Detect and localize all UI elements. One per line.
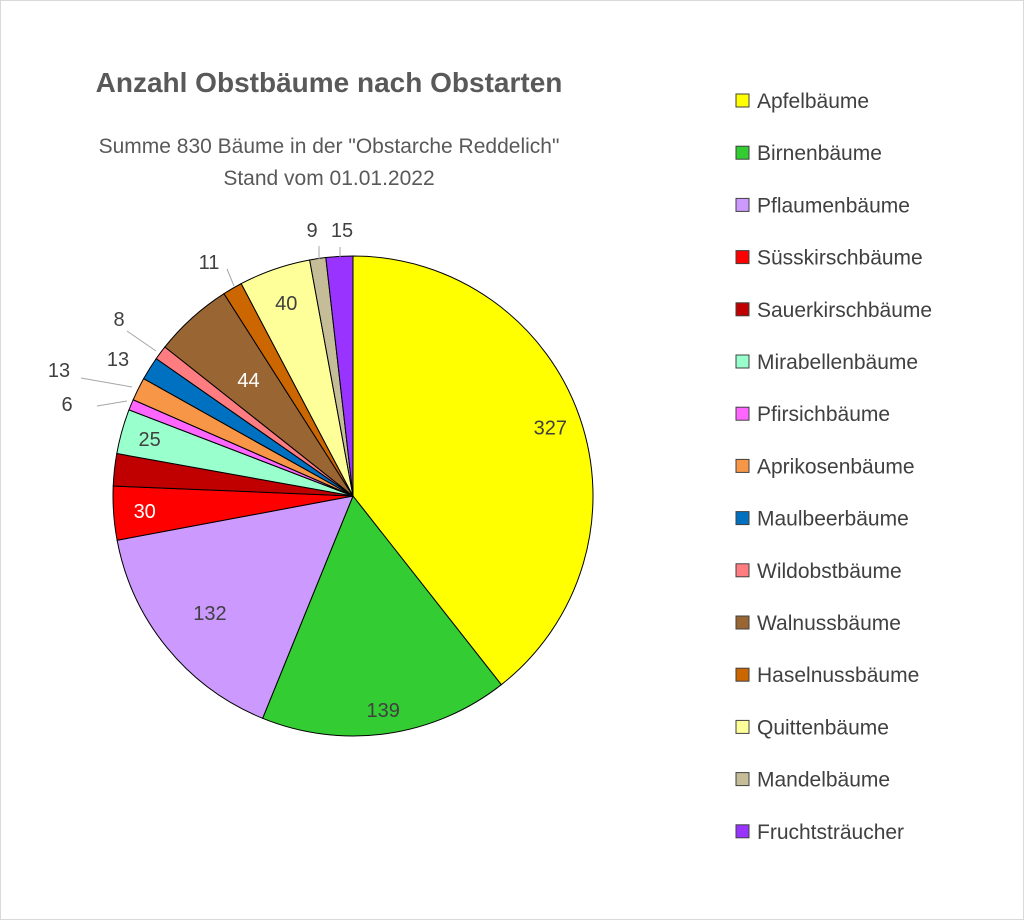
legend-swatch-birnenbaeume — [735, 145, 750, 160]
legend-item-birnenbaeume: Birnenbäume — [735, 142, 882, 165]
legend-label-suesskirschbaeume: Süsskirschbäume — [757, 247, 923, 270]
legend-item-quittenbaeume: Quittenbäume — [735, 716, 889, 739]
legend-label-walnussbaeume: Walnussbäume — [757, 612, 901, 635]
leader-line-wildobstbaeume — [126, 330, 157, 352]
legend-item-sauerkirschbaeume: Sauerkirschbäume — [735, 299, 932, 322]
pie-slice-apfelbaeume — [352, 255, 594, 686]
legend-swatch-mirabellenbaeume — [735, 354, 750, 369]
legend-item-haselnussbaeume: Haselnussbäume — [735, 664, 919, 687]
legend-label-quittenbaeume: Quittenbäume — [757, 716, 889, 739]
legend-swatch-apfelbaeume — [735, 93, 750, 108]
legend: Apfelbäume Birnenbäume Pflaumenbäume Süsski… — [735, 90, 932, 844]
data-label-quittenbaeume: 40 — [275, 293, 297, 315]
legend-swatch-maulbeerbaeume — [735, 511, 750, 526]
leader-line-aprikosenbaeume — [80, 377, 133, 388]
data-label-wildobstbaeume: 8 — [113, 309, 124, 331]
legend-label-haselnussbaeume: Haselnussbäume — [757, 664, 919, 687]
legend-label-apfelbaeume: Apfelbäume — [757, 90, 869, 113]
legend-swatch-walnussbaeume — [735, 615, 750, 630]
legend-item-aprikosenbaeume: Aprikosenbäume — [735, 455, 915, 478]
legend-label-pflaumenbaeume: Pflaumenbäume — [757, 194, 910, 217]
legend-item-mirabellenbaeume: Mirabellenbäume — [735, 351, 918, 374]
legend-label-mirabellenbaeume: Mirabellenbäume — [757, 351, 918, 374]
data-label-apfelbaeume: 327 — [534, 418, 567, 440]
data-label-walnussbaeume: 44 — [237, 370, 259, 392]
legend-swatch-mandelbaeume — [735, 772, 750, 787]
pie-slice-fruchtstraeucher — [325, 255, 354, 497]
legend-item-pflaumenbaeume: Pflaumenbäume — [735, 194, 910, 217]
legend-swatch-pflaumenbaeume — [735, 197, 750, 212]
data-label-birnenbaeume: 139 — [367, 700, 400, 722]
pie-slice-birnenbaeume — [261, 495, 503, 737]
legend-item-maulbeerbaeume: Maulbeerbäume — [735, 508, 909, 531]
chart-title: Anzahl Obstbäume nach Obstarten — [96, 67, 563, 98]
legend-label-fruchtstraeucher: Fruchtsträucher — [757, 821, 904, 844]
legend-swatch-suesskirschbaeume — [735, 250, 750, 265]
legend-label-sauerkirschbaeume: Sauerkirschbäume — [757, 299, 932, 322]
data-label-mirabellenbaeume: 25 — [138, 429, 160, 451]
legend-item-wildobstbaeume: Wildobstbäume — [735, 560, 902, 583]
legend-item-fruchtstraeucher: Fruchtsträucher — [735, 821, 904, 844]
data-label-pfirsichbaeume: 6 — [61, 394, 72, 416]
legend-label-birnenbaeume: Birnenbäume — [757, 142, 882, 165]
leader-lines — [80, 246, 341, 407]
legend-label-maulbeerbaeume: Maulbeerbäume — [757, 508, 909, 531]
leader-line-haselnussbaeume — [226, 268, 235, 287]
legend-swatch-fruchtstraeucher — [735, 824, 750, 839]
legend-label-aprikosenbaeume: Aprikosenbäume — [757, 455, 915, 478]
data-label-maulbeerbaeume: 13 — [107, 349, 129, 371]
legend-item-suesskirschbaeume: Süsskirschbäume — [735, 247, 923, 270]
legend-label-wildobstbaeume: Wildobstbäume — [757, 560, 902, 583]
legend-swatch-wildobstbaeume — [735, 563, 750, 578]
legend-swatch-pfirsichbaeume — [735, 406, 750, 421]
legend-swatch-quittenbaeume — [735, 719, 750, 734]
legend-label-mandelbaeume: Mandelbäume — [757, 769, 890, 792]
data-label-aprikosenbaeume: 13 — [48, 360, 70, 382]
chart-subtitle-line-2: Stand vom 01.01.2022 — [223, 167, 434, 190]
chart-subtitle-line-1: Summe 830 Bäume in der "Obstarche Reddel… — [99, 135, 560, 158]
data-label-pflaumenbaeume: 132 — [193, 603, 226, 625]
legend-item-apfelbaeume: Apfelbäume — [735, 90, 869, 113]
data-label-fruchtstraeucher: 15 — [331, 220, 353, 242]
legend-item-pfirsichbaeume: Pfirsichbäume — [735, 403, 890, 426]
leader-line-pfirsichbaeume — [96, 400, 128, 407]
legend-swatch-aprikosenbaeume — [735, 458, 750, 473]
legend-swatch-haselnussbaeume — [735, 667, 750, 682]
pie-slices — [112, 255, 594, 737]
legend-swatch-sauerkirschbaeume — [735, 302, 750, 317]
pie-slice-pflaumenbaeume — [116, 495, 354, 719]
legend-item-walnussbaeume: Walnussbäume — [735, 612, 901, 635]
legend-label-pfirsichbaeume: Pfirsichbäume — [757, 403, 890, 426]
data-labels: 327 139 132 30 25 6 13 13 8 44 11 40 9 15 — [48, 220, 567, 722]
data-label-mandelbaeume: 9 — [306, 220, 317, 242]
data-label-haselnussbaeume: 11 — [199, 252, 220, 274]
data-label-suesskirschbaeume: 30 — [134, 501, 156, 523]
legend-item-mandelbaeume: Mandelbäume — [735, 769, 890, 792]
